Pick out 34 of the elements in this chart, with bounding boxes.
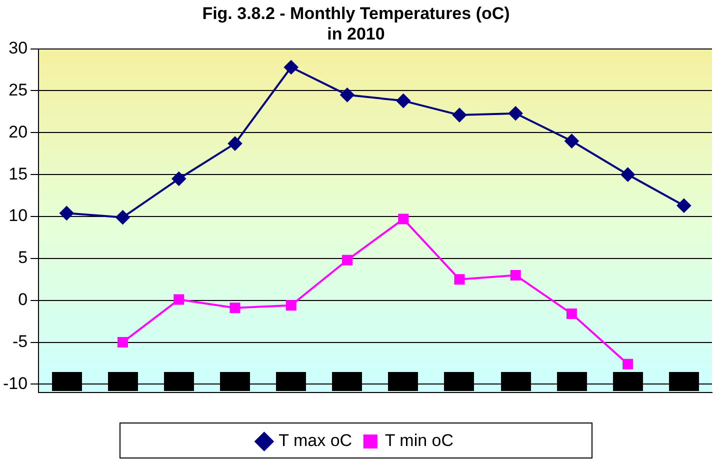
point — [620, 168, 635, 182]
point — [566, 308, 577, 320]
y-tick-label: 25 — [8, 80, 28, 100]
point — [564, 134, 579, 148]
chart-title: Fig. 3.8.2 - Monthly Temperatures (oC) in 2010 — [202, 4, 510, 44]
y-tick-label: 5 — [18, 248, 28, 268]
y-tick-label: 15 — [8, 164, 28, 184]
y-tick-label: 0 — [18, 290, 28, 310]
y-tick-label: 10 — [8, 206, 28, 226]
point — [342, 254, 352, 266]
point — [284, 60, 298, 74]
point — [118, 337, 128, 348]
point — [174, 294, 184, 305]
point — [510, 270, 521, 280]
y-tick-label: -10 — [2, 374, 28, 393]
y-tick-label: 30 — [8, 38, 28, 58]
point — [396, 94, 410, 108]
y-tick-label: 20 — [8, 122, 28, 142]
point — [676, 198, 691, 213]
point — [398, 214, 409, 224]
point — [116, 210, 130, 224]
legend-label: T max oC — [278, 431, 352, 450]
legend-label: T min oC — [384, 431, 454, 450]
y-tick-label: -5 — [12, 332, 28, 351]
point — [60, 206, 74, 220]
point — [622, 358, 634, 370]
point — [286, 300, 296, 311]
point — [452, 108, 466, 122]
point — [172, 172, 186, 186]
point — [508, 106, 523, 120]
point — [228, 136, 242, 151]
point — [340, 88, 354, 102]
point — [454, 274, 465, 285]
point — [230, 302, 240, 314]
